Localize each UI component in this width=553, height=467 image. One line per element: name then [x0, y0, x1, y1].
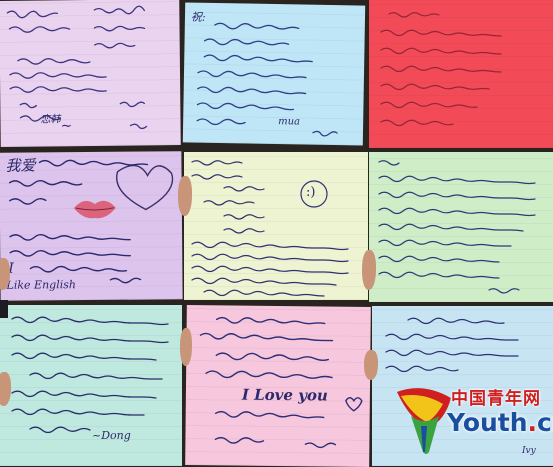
handwriting-scribble [196, 22, 338, 137]
handwriting-scribble [385, 317, 519, 373]
handwriting-scribble [378, 160, 536, 294]
lipstick-kiss-mark [73, 200, 116, 219]
watermark-en-dot: . [527, 408, 538, 437]
handwriting-scribble [8, 159, 174, 284]
note-2: 祝: mua [182, 2, 366, 146]
note-9: Ivy [372, 306, 553, 466]
hand [178, 176, 192, 216]
note-7: ~Dong [0, 305, 182, 466]
note-6 [369, 152, 553, 302]
note-4: 我爱 I Like English [0, 151, 183, 301]
note-8-love-you: I Love you [241, 385, 328, 405]
note-5: :) [184, 152, 368, 300]
handwriting-scribble [199, 316, 363, 449]
hand [180, 328, 192, 366]
handwriting-scribble [6, 5, 148, 130]
note-1: 恋韩 ~ [0, 0, 181, 147]
hand [362, 250, 376, 290]
watermark-cn-text: 中国青年网 [451, 389, 541, 409]
note-7-signature: ~Dong [92, 429, 131, 442]
torch-logo-icon [397, 388, 451, 454]
hand [364, 350, 378, 380]
watermark-en-suffix: cn [537, 408, 553, 437]
handwriting-scribble [191, 160, 349, 297]
note-4-english: Like English [6, 278, 76, 292]
note-1-doodle: ~ [60, 118, 73, 135]
note-9-signature: Ivy [522, 446, 536, 456]
hand [0, 258, 10, 290]
watermark-en-main: outh [462, 408, 528, 437]
youth-cn-watermark: 中国青年网 Youth.cn [393, 372, 553, 458]
watermark-en-prefix: Y [447, 408, 463, 437]
watermark-en-text: Youth.cn [447, 408, 553, 437]
handwriting-scribble [380, 12, 502, 127]
sleeve [0, 300, 8, 318]
hand [0, 372, 11, 406]
handwriting-scribble [11, 316, 169, 434]
note-3 [369, 0, 553, 148]
note-2-kiss: mua [278, 116, 301, 128]
note-1-signature: 恋韩 [40, 114, 61, 126]
note-5-smiley: :) [306, 185, 316, 200]
note-8: I Love you [185, 305, 371, 467]
